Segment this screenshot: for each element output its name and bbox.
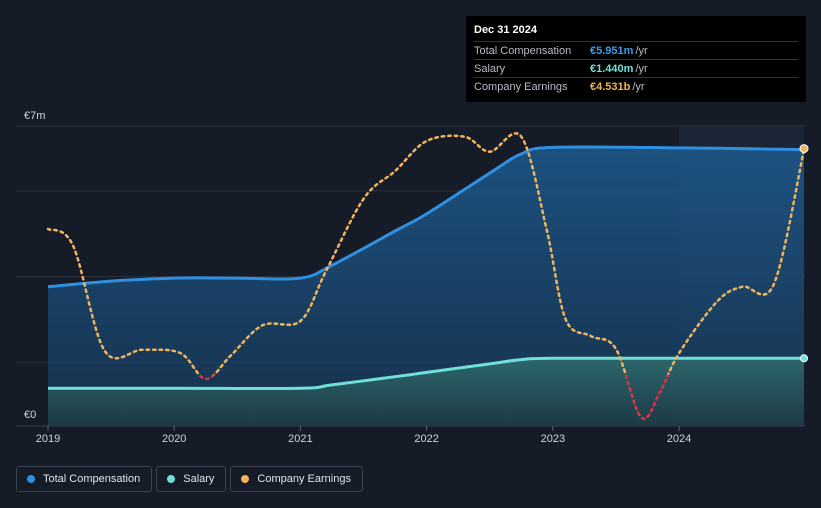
legend-item-company-earnings[interactable]: Company Earnings xyxy=(230,466,363,492)
legend-dot-icon xyxy=(27,475,35,483)
compensation-chart: 2019 2020 2021 2022 2023 2024 €7m €0 xyxy=(16,110,809,445)
legend-item-salary[interactable]: Salary xyxy=(156,466,227,492)
legend-dot-icon xyxy=(241,475,250,483)
legend-item-total-compensation[interactable]: Total Compensation xyxy=(16,466,153,492)
tooltip-row-company-earnings: Company Earnings €4.531b /yr xyxy=(474,77,798,95)
x-tick-label: 2024 xyxy=(667,433,691,445)
total-compensation-area xyxy=(48,146,804,426)
x-tick-label: 2020 xyxy=(162,433,186,445)
tooltip-value: €5.951m xyxy=(590,44,634,57)
earnings-end-marker xyxy=(799,144,809,154)
x-tick-label: 2022 xyxy=(414,433,438,445)
total-compensation-line xyxy=(47,145,805,289)
x-tick-label: 2019 xyxy=(36,433,60,445)
salary-end-marker xyxy=(800,354,808,363)
tooltip-label: Salary xyxy=(474,62,506,75)
tooltip-label: Company Earnings xyxy=(474,80,568,93)
legend-dot-icon xyxy=(167,475,176,483)
tooltip-row-salary: Salary €1.440m /yr xyxy=(474,59,798,77)
salary-area xyxy=(48,358,804,426)
tooltip-row-total-compensation: Total Compensation €5.951m /yr xyxy=(474,41,798,59)
tooltip-unit: /yr xyxy=(635,62,648,75)
tooltip-unit: /yr xyxy=(635,44,648,57)
legend-label: Company Earnings xyxy=(257,473,351,485)
tooltip-value: €1.440m xyxy=(590,62,634,75)
legend: Total Compensation Salary Company Earnin… xyxy=(16,466,363,492)
x-tick-label: 2021 xyxy=(288,433,312,445)
salary-line xyxy=(48,356,804,391)
company-earnings-line xyxy=(46,132,806,375)
tooltip-unit: /yr xyxy=(632,80,645,93)
x-tick-label: 2023 xyxy=(541,433,565,445)
tooltip-label: Total Compensation xyxy=(474,44,572,57)
y-axis-label-bottom: €0 xyxy=(24,409,36,421)
legend-label: Salary xyxy=(183,473,215,485)
tooltip: Dec 31 2024 Total Compensation €5.951m /… xyxy=(466,16,806,102)
legend-label: Total Compensation xyxy=(43,473,141,485)
tooltip-value: €4.531b xyxy=(590,80,631,93)
tooltip-date: Dec 31 2024 xyxy=(474,24,537,36)
y-axis-label-top: €7m xyxy=(24,110,45,122)
